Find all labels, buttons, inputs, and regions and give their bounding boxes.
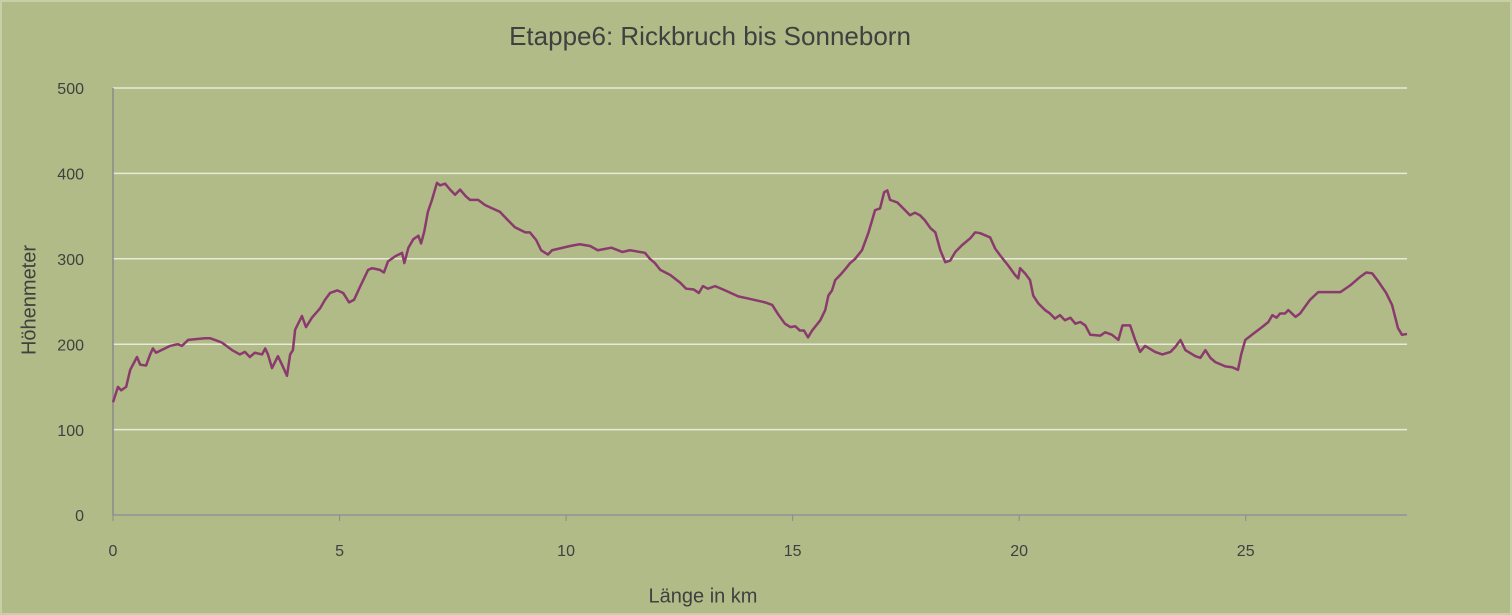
- x-tick-label: 5: [335, 543, 344, 560]
- y-tick-label: 100: [57, 423, 84, 440]
- elevation-line: [111, 181, 1408, 403]
- x-tick-label: 10: [557, 543, 575, 560]
- y-tick-label: 200: [57, 337, 84, 354]
- y-tick-label: 400: [57, 167, 84, 184]
- y-axis-label: Höhenmeter: [18, 245, 40, 355]
- chart-title: Etappe6: Rickbruch bis Sonneborn: [509, 21, 911, 51]
- x-tick-label: 15: [784, 543, 802, 560]
- y-tick-label: 500: [57, 81, 84, 98]
- x-tick-label: 0: [109, 543, 118, 560]
- x-axis-label: Länge in km: [649, 585, 758, 607]
- y-tick-label: 0: [75, 508, 84, 525]
- x-tick-label: 25: [1237, 543, 1255, 560]
- y-tick-label: 300: [57, 252, 84, 269]
- x-tick-label: 20: [1010, 543, 1028, 560]
